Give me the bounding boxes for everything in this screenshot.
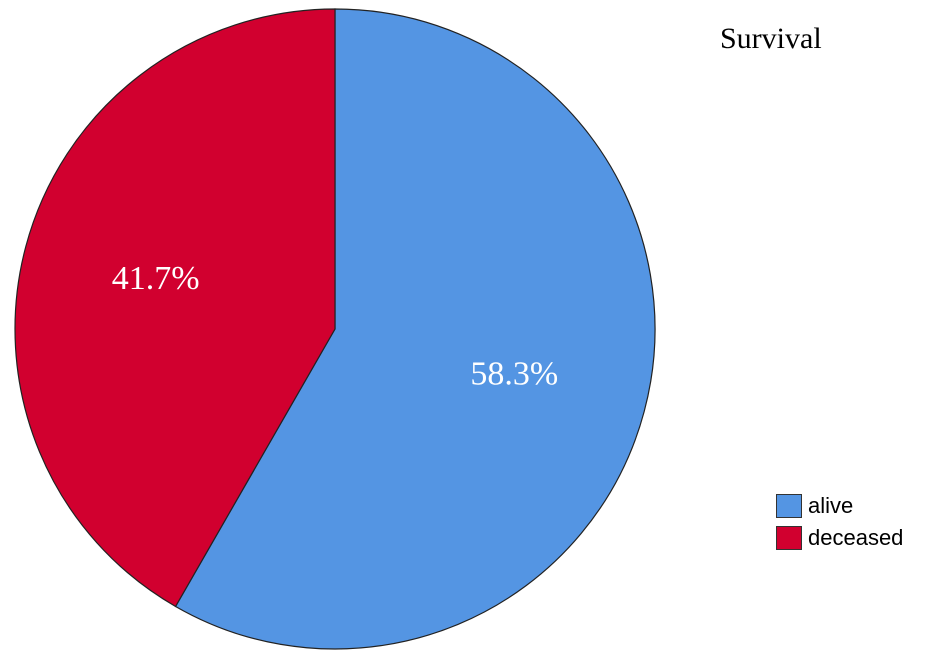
pie-slice-alive xyxy=(174,8,656,650)
legend-label-alive: alive xyxy=(808,493,854,518)
legend-swatch-deceased xyxy=(776,526,802,550)
legend-label-deceased: deceased xyxy=(808,525,904,550)
legend-item-alive: alive xyxy=(776,490,903,522)
legend-item-deceased: deceased xyxy=(776,522,903,554)
chart-title: Survival xyxy=(720,22,822,55)
pie-label-alive: 58.3% xyxy=(470,356,558,393)
chart-legend: alive deceased xyxy=(776,490,903,554)
pie-slice-deceased xyxy=(14,8,336,608)
pie-label-deceased: 41.7% xyxy=(112,260,200,297)
legend-swatch-alive xyxy=(776,494,802,518)
